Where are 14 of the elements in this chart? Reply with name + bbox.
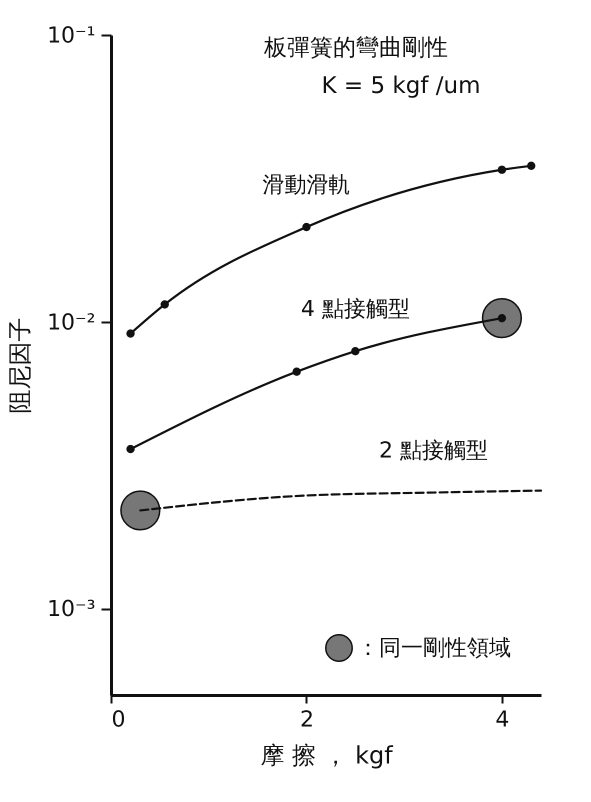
x-axis-title: 摩 擦 ， kgf [260,742,394,770]
y-axis-title: 阻尼因子 [6,318,34,414]
y-tick-label: 10⁻³ [47,597,96,622]
x-tick-label: 0 [112,708,126,732]
text: K = 5 kgf /um [322,73,480,99]
legend-label: ：同一剛性領域 [357,636,511,661]
y-tick-label: 10⁻¹ [47,24,96,48]
chart-title: 板彈簧的彎曲剛性 [263,35,448,61]
x-tick-label: 2 [300,708,314,732]
series-label: 2 點接觸型 [379,438,488,464]
series-label: 滑動滑軌 [262,173,350,198]
series-label: 4 點接觸型 [300,297,410,322]
x-tick-label: 4 [495,708,510,732]
y-tick-label: 10⁻² [47,310,96,336]
